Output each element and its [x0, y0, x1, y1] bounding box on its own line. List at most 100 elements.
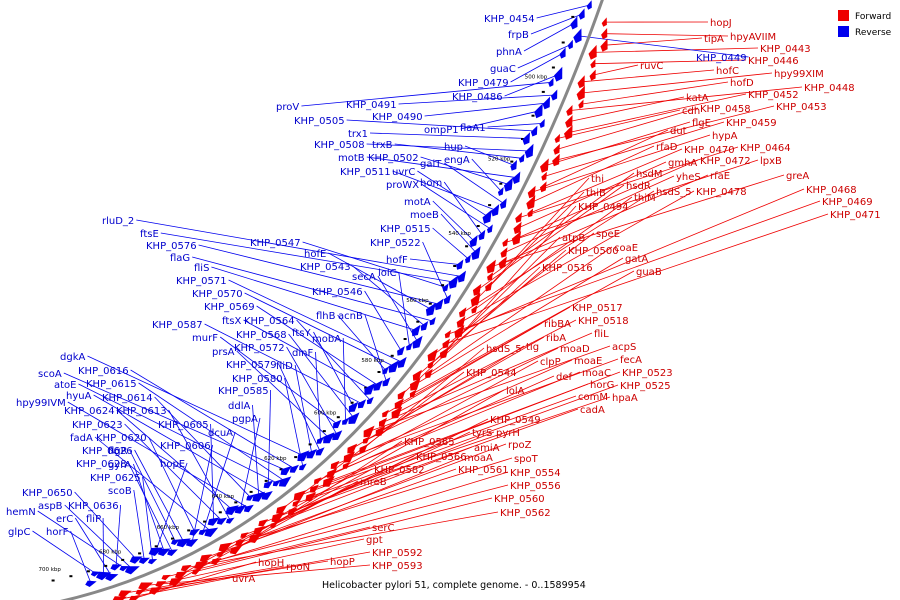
reverse-gene-arrow[interactable]	[216, 517, 227, 525]
reverse-gene-arrow[interactable]	[90, 571, 101, 577]
gene-label[interactable]: KHP_0547	[250, 238, 301, 249]
gene-label[interactable]: flaA1	[460, 123, 486, 134]
gene-label[interactable]: KHP_0549	[490, 415, 541, 426]
gene-label[interactable]: KHP_0449	[696, 53, 747, 64]
forward-gene-arrow[interactable]	[589, 69, 596, 81]
gene-label[interactable]: comM	[578, 392, 608, 403]
forward-gene-arrow[interactable]	[412, 369, 422, 381]
forward-gene-arrow[interactable]	[600, 38, 608, 52]
gene-label[interactable]: rpoZ	[508, 440, 532, 451]
forward-gene-arrow[interactable]	[218, 542, 233, 553]
forward-gene-arrow[interactable]	[576, 85, 585, 101]
reverse-gene-arrow[interactable]	[518, 153, 525, 163]
gene-label[interactable]: ribBA	[544, 319, 571, 330]
forward-gene-arrow[interactable]	[240, 532, 249, 539]
gene-label[interactable]: hofD	[730, 78, 754, 89]
gene-label[interactable]: KHP_0571	[176, 276, 227, 287]
reverse-gene-arrow[interactable]	[297, 450, 310, 462]
gene-label[interactable]: ompP1	[424, 125, 459, 136]
gene-label[interactable]: yheS	[676, 172, 701, 183]
reverse-gene-arrow[interactable]	[478, 229, 486, 241]
reverse-gene-arrow[interactable]	[96, 571, 112, 581]
forward-gene-arrow[interactable]	[149, 587, 162, 595]
gene-label[interactable]: KHP_0446	[748, 56, 799, 67]
forward-gene-arrow[interactable]	[527, 208, 534, 218]
gene-label[interactable]: spoT	[514, 454, 539, 465]
gene-label[interactable]: KHP_0587	[152, 320, 203, 331]
reverse-gene-arrow[interactable]	[157, 548, 171, 557]
gene-label[interactable]: mobA	[312, 334, 341, 345]
reverse-gene-arrow[interactable]	[176, 538, 191, 548]
forward-gene-arrow[interactable]	[601, 28, 608, 40]
gene-label[interactable]: atoE	[54, 380, 77, 391]
gene-label[interactable]: moeB	[410, 210, 439, 221]
forward-gene-arrow[interactable]	[270, 521, 279, 529]
forward-gene-arrow[interactable]	[118, 590, 132, 598]
reverse-gene-arrow[interactable]	[551, 89, 558, 101]
gene-label[interactable]: KHP_0502	[368, 153, 419, 164]
gene-label[interactable]: acnB	[338, 311, 363, 322]
reverse-gene-arrow[interactable]	[332, 430, 343, 441]
gene-label[interactable]: coaE	[614, 243, 638, 254]
gene-label[interactable]: KHP_0620	[96, 433, 147, 444]
gene-label[interactable]: hpy99IVM	[16, 398, 66, 409]
forward-gene-arrow[interactable]	[554, 133, 560, 143]
gene-label[interactable]: guaB	[636, 267, 662, 278]
forward-gene-arrow[interactable]	[191, 569, 201, 575]
forward-gene-arrow[interactable]	[487, 272, 494, 281]
forward-gene-arrow[interactable]	[454, 324, 465, 339]
reverse-gene-arrow[interactable]	[289, 464, 299, 473]
reverse-gene-arrow[interactable]	[434, 298, 444, 311]
forward-gene-arrow[interactable]	[287, 507, 298, 516]
forward-gene-arrow[interactable]	[410, 378, 421, 391]
reverse-gene-arrow[interactable]	[148, 547, 164, 557]
reverse-gene-arrow[interactable]	[559, 47, 566, 59]
gene-label[interactable]: speE	[596, 229, 620, 240]
gene-label[interactable]: KHP_0579	[226, 360, 277, 371]
forward-gene-arrow[interactable]	[347, 443, 358, 454]
gene-label[interactable]: KHP_0508	[314, 140, 365, 151]
reverse-gene-arrow[interactable]	[469, 235, 478, 248]
gene-label[interactable]: KHP_0516	[542, 263, 593, 274]
forward-gene-arrow[interactable]	[541, 171, 547, 181]
reverse-gene-arrow[interactable]	[499, 198, 507, 209]
gene-label[interactable]: KHP_0570	[192, 289, 243, 300]
reverse-gene-arrow[interactable]	[443, 294, 452, 305]
gene-label[interactable]: KHP_0582	[374, 465, 425, 476]
reverse-gene-arrow[interactable]	[225, 505, 239, 515]
gene-label[interactable]: KHP_0626	[82, 446, 133, 457]
forward-gene-arrow[interactable]	[564, 125, 573, 140]
gene-label[interactable]: ruvC	[640, 61, 663, 72]
gene-label[interactable]: KHP_0572	[234, 343, 285, 354]
gene-label[interactable]: KHP_0628	[76, 459, 127, 470]
gene-label[interactable]: KHP_0564	[244, 316, 295, 327]
forward-gene-arrow[interactable]	[342, 461, 350, 469]
gene-label[interactable]: fliL	[594, 329, 609, 340]
reverse-gene-arrow[interactable]	[185, 538, 199, 547]
gene-label[interactable]: frpB	[508, 30, 529, 41]
gene-label[interactable]: fliS	[194, 263, 209, 274]
reverse-gene-arrow[interactable]	[85, 580, 97, 587]
forward-gene-arrow[interactable]	[253, 526, 266, 535]
gene-label[interactable]: hofF	[386, 255, 408, 266]
gene-label[interactable]: KHP_0454	[484, 14, 535, 25]
reverse-gene-arrow[interactable]	[348, 401, 359, 412]
reverse-gene-arrow[interactable]	[342, 417, 350, 425]
gene-label[interactable]: hpaA	[612, 393, 638, 404]
forward-gene-arrow[interactable]	[216, 551, 226, 558]
forward-gene-arrow[interactable]	[539, 181, 547, 193]
forward-gene-arrow[interactable]	[305, 492, 317, 502]
forward-gene-arrow[interactable]	[229, 546, 242, 555]
reverse-gene-arrow[interactable]	[578, 8, 585, 20]
gene-label[interactable]: katA	[686, 93, 709, 104]
gene-label[interactable]: KHP_0569	[204, 302, 255, 313]
gene-label[interactable]: prsA	[212, 347, 235, 358]
gene-label[interactable]: hemN	[6, 507, 36, 518]
reverse-gene-arrow[interactable]	[388, 360, 400, 373]
reverse-gene-arrow[interactable]	[189, 528, 200, 536]
gene-label[interactable]: moaA	[464, 453, 493, 464]
gene-label[interactable]: KHP_0525	[620, 381, 671, 392]
reverse-gene-arrow[interactable]	[482, 209, 492, 224]
reverse-gene-arrow[interactable]	[198, 529, 208, 536]
gene-label[interactable]: KHP_0522	[370, 238, 421, 249]
